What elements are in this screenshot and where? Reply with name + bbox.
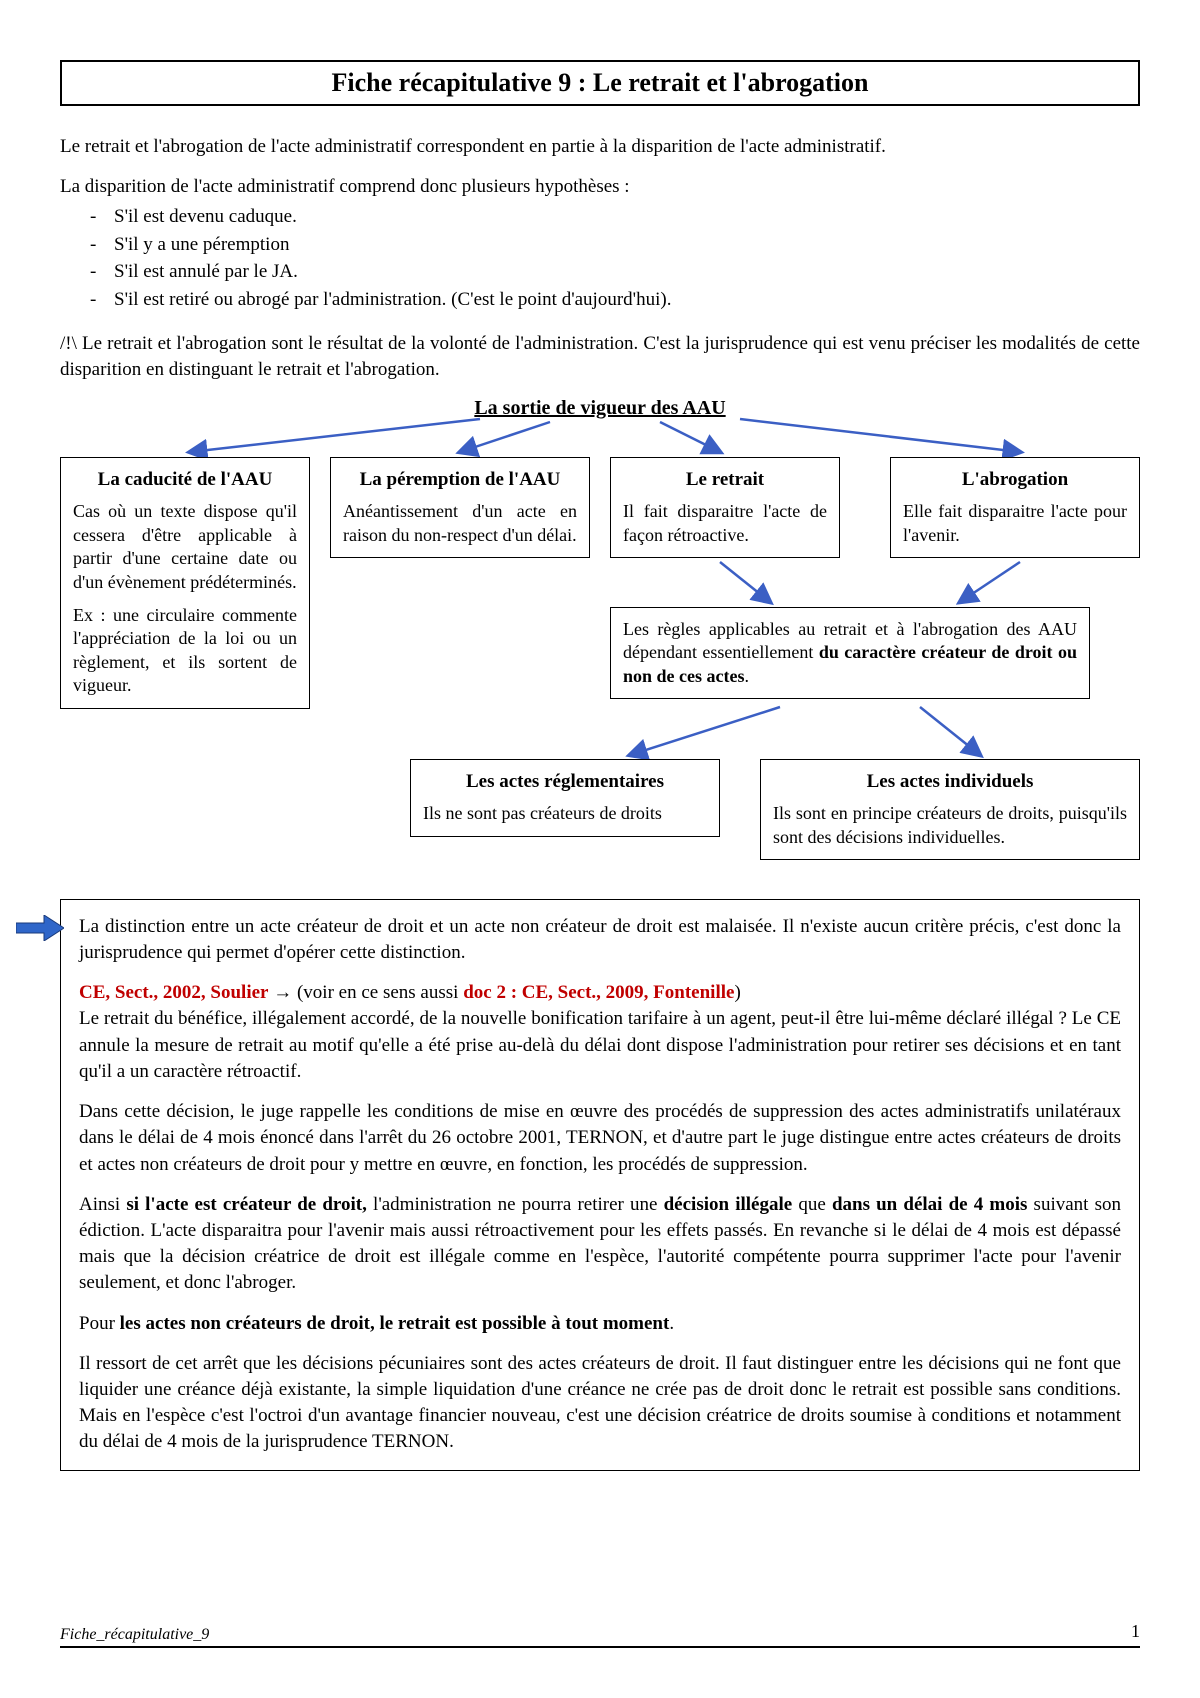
text-bold: si l'acte est créateur de droit, [126,1194,367,1215]
main-p5: Pour les actes non créateurs de droit, l… [79,1311,1121,1337]
text: que [792,1194,832,1215]
intro-bullets: S'il est devenu caduque. S'il y a une pé… [60,203,1140,313]
diagram: La sortie de vigueur des AAU La caducité… [60,397,1140,887]
intro-p3: /!\ Le retrait et l'abrogation sont le r… [60,331,1140,382]
box-peremption: La péremption de l'AAU Anéantissement d'… [330,457,590,558]
main-box: La distinction entre un acte créateur de… [60,899,1140,1471]
text: Ainsi [79,1194,126,1215]
title-box: Fiche récapitulative 9 : Le retrait et l… [60,60,1140,106]
page: Fiche récapitulative 9 : Le retrait et l… [0,0,1200,1698]
box-title: Le retrait [623,468,827,493]
box-body: Cas où un texte dispose qu'il cessera d'… [73,500,297,594]
box-body: . [744,666,749,686]
text: . [669,1313,674,1334]
text: → [268,982,297,1003]
pointer-arrow-icon [16,915,64,941]
box-reglementaires: Les actes réglementaires Ils ne sont pas… [410,759,720,837]
box-title: La caducité de l'AAU [73,468,297,493]
bullet-item: S'il y a une péremption [90,231,1140,259]
box-title: La péremption de l'AAU [343,468,577,493]
text: Pour [79,1313,120,1334]
page-title: Fiche récapitulative 9 : Le retrait et l… [332,68,869,97]
text: ) [734,982,740,1003]
diagram-title: La sortie de vigueur des AAU [60,397,1140,420]
box-body: Il fait disparaitre l'acte de façon rétr… [623,500,827,547]
bullet-item: S'il est retiré ou abrogé par l'administ… [90,286,1140,314]
text-bold: décision illégale [664,1194,793,1215]
box-body: Ils sont en principe créateurs de droits… [773,802,1127,849]
box-title: Les actes individuels [773,770,1127,795]
bullet-item: S'il est devenu caduque. [90,203,1140,231]
intro-p2: La disparition de l'acte administratif c… [60,174,1140,200]
box-body: Anéantissement d'un acte en raison du no… [343,500,577,547]
text: l'administration ne pourra retirer une [367,1194,664,1215]
box-title: Les actes réglementaires [423,770,707,795]
bullet-item: S'il est annulé par le JA. [90,258,1140,286]
footer: Fiche_récapitulative_9 1 [60,1626,1140,1648]
main-case-line: CE, Sect., 2002, Soulier → (voir en ce s… [79,980,1121,1085]
box-abrogation: L'abrogation Elle fait disparaitre l'act… [890,457,1140,558]
main-p1: La distinction entre un acte créateur de… [79,914,1121,966]
case-ref: CE, Sect., 2002, Soulier [79,982,268,1003]
main-p4: Ainsi si l'acte est créateur de droit, l… [79,1192,1121,1297]
intro-p1: Le retrait et l'abrogation de l'acte adm… [60,134,1140,160]
box-body: Ex : une circulaire commente l'appréciat… [73,604,297,698]
box-body: Ils ne sont pas créateurs de droits [423,802,707,825]
main-p3: Dans cette décision, le juge rappelle le… [79,1099,1121,1178]
box-title: L'abrogation [903,468,1127,493]
box-caducite: La caducité de l'AAU Cas où un texte dis… [60,457,310,709]
box-rules: Les règles applicables au retrait et à l… [610,607,1090,699]
text: (voir en ce sens aussi [297,982,463,1003]
text-bold: dans un délai de 4 mois [832,1194,1027,1215]
box-individuels: Les actes individuels Ils sont en princi… [760,759,1140,860]
text-bold: les actes non créateurs de droit, le ret… [120,1313,670,1334]
footer-doc-name: Fiche_récapitulative_9 [60,1626,209,1643]
box-body: Elle fait disparaitre l'acte pour l'aven… [903,500,1127,547]
main-p2: Le retrait du bénéfice, illégalement acc… [79,1008,1121,1081]
case-ref: doc 2 : CE, Sect., 2009, Fontenille [463,982,734,1003]
page-number: 1 [1131,1621,1140,1642]
box-retrait: Le retrait Il fait disparaitre l'acte de… [610,457,840,558]
main-p6: Il ressort de cet arrêt que les décision… [79,1351,1121,1456]
